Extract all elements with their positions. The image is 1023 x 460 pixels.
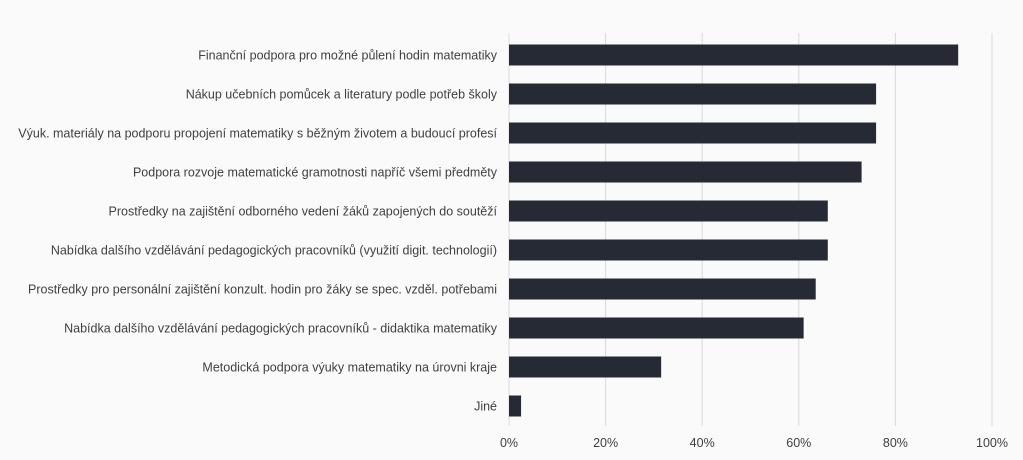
category-label: Metodická podpora výuky matematiky na úr… bbox=[202, 361, 497, 375]
category-label: Prostředky pro personální zajištění konz… bbox=[28, 283, 497, 297]
bar bbox=[509, 356, 662, 378]
category-label: Podpora rozvoje matematické gramotnosti … bbox=[133, 166, 498, 180]
bar-layer bbox=[509, 44, 959, 417]
bar bbox=[509, 122, 877, 144]
x-tick-label: 0% bbox=[500, 436, 518, 450]
category-label: Jiné bbox=[474, 400, 497, 414]
category-label-layer: Finanční podpora pro možné půlení hodin … bbox=[18, 49, 497, 414]
x-tick-label: 40% bbox=[690, 436, 715, 450]
bar bbox=[509, 317, 804, 339]
bar bbox=[509, 395, 522, 417]
bar bbox=[509, 83, 877, 105]
category-label: Výuk. materiály na podporu propojení mat… bbox=[18, 127, 497, 141]
category-label: Prostředky na zajištění odborného vedení… bbox=[109, 205, 498, 219]
category-label: Finanční podpora pro možné půlení hodin … bbox=[198, 49, 498, 63]
x-tick-label: 100% bbox=[976, 436, 1008, 450]
bar bbox=[509, 239, 828, 261]
x-tick-label: 20% bbox=[593, 436, 618, 450]
category-label: Nákup učebních pomůcek a literatury podl… bbox=[186, 88, 498, 102]
category-label: Nabídka dalšího vzdělávání pedagogických… bbox=[64, 322, 498, 336]
bar bbox=[509, 200, 828, 222]
x-tick-layer: 0% 20% 40% 60% 80% 100% bbox=[500, 436, 1008, 450]
category-label: Nabídka dalšího vzdělávání pedagogických… bbox=[51, 244, 497, 258]
bar bbox=[509, 278, 816, 300]
x-tick-label: 60% bbox=[786, 436, 811, 450]
x-tick-label: 80% bbox=[883, 436, 908, 450]
bar bbox=[509, 161, 862, 183]
bar bbox=[509, 44, 959, 66]
